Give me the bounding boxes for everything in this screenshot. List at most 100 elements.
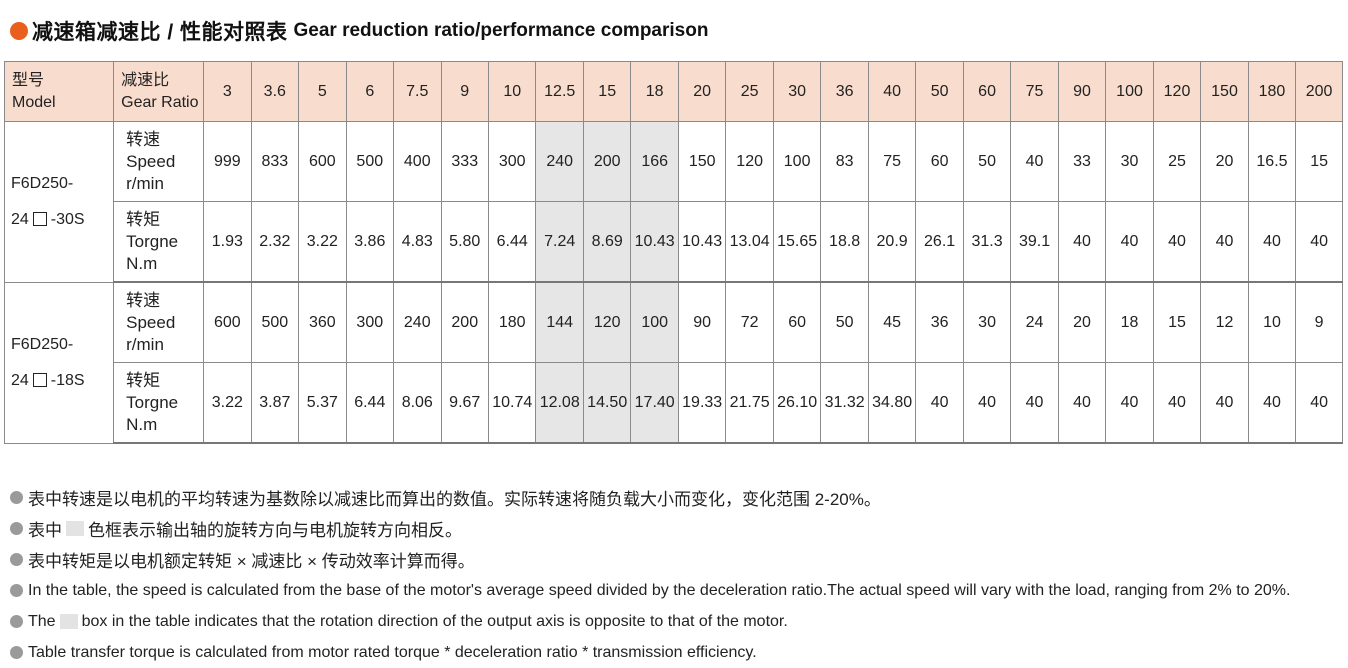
value-cell: 40 (1010, 362, 1059, 444)
value-cell: 20 (1057, 281, 1107, 363)
header-ratio-value: 200 (1295, 61, 1343, 122)
header-ratio-value: 90 (1057, 61, 1107, 122)
value-cell: 5.37 (298, 362, 347, 444)
note-zh-1: 表中转速是以电机的平均转速为基数除以减速比而算出的数值。实际转速将随负载大小而变… (10, 482, 1340, 513)
model-name-line2: 24 -18S (11, 363, 113, 399)
value-cell: 13.04 (725, 201, 774, 283)
header-model-cell: 型号 Model (3, 61, 115, 122)
value-cell: 10.43 (630, 201, 679, 283)
header-ratio-value: 5 (298, 61, 347, 122)
value-cell: 40 (1295, 201, 1343, 283)
value-cell: 33 (1057, 121, 1107, 202)
header-ratio-value: 180 (1247, 61, 1297, 122)
orange-bullet-icon (10, 22, 28, 40)
value-cell: 40 (1152, 362, 1202, 444)
value-cell: 30 (962, 281, 1012, 363)
note-zh-2: 表中 色框表示输出轴的旋转方向与电机旋转方向相反。 (10, 513, 1340, 544)
value-cell: 50 (820, 281, 869, 363)
value-cell: 150 (677, 121, 727, 202)
header-model-en: Model (12, 93, 56, 111)
value-cell: 3.22 (203, 362, 252, 444)
gray-bullet-icon (10, 553, 23, 566)
param-unit: r/min (126, 173, 164, 193)
param-param-zh: 转矩 (126, 209, 161, 229)
param-cell: 转矩 Torgne N.m (113, 362, 205, 444)
placeholder-box-icon (32, 372, 47, 387)
value-cell: 500 (345, 121, 395, 202)
value-cell: 7.24 (535, 201, 584, 283)
table-row: 转矩 Torgne N.m 1.93 2.32 3.22 3.86 4.83 5.80 6.44 7… (5, 201, 1343, 283)
value-cell: 999 (203, 121, 252, 202)
value-cell: 200 (440, 281, 489, 363)
value-cell: 60 (915, 121, 964, 202)
model-cell: F6D250- 24 -30S (3, 121, 115, 283)
value-cell: 19.33 (677, 362, 727, 444)
param-cell: 转速 Speed r/min (113, 121, 205, 202)
note-en-3: Table transfer torque is calculated from… (10, 637, 1340, 668)
value-cell: 144 (535, 281, 584, 363)
value-cell: 40 (962, 362, 1012, 444)
gray-bullet-icon (10, 522, 23, 535)
param-cell: 转速 Speed r/min (113, 281, 205, 363)
param-param-zh: 转速 (126, 129, 161, 149)
value-cell: 20 (1200, 121, 1249, 202)
value-cell: 83 (820, 121, 869, 202)
value-cell: 31.3 (962, 201, 1012, 283)
param-param-en: Speed (126, 151, 176, 171)
model-suffix: -30S (50, 210, 85, 228)
value-cell: 9 (1295, 281, 1343, 363)
header-ratio-value: 150 (1200, 61, 1249, 122)
header-ratio-cell: 减速比 Gear Ratio (113, 61, 205, 122)
value-cell: 15.65 (772, 201, 822, 283)
header-ratio-value: 12.5 (535, 61, 584, 122)
param-cell: 转矩 Torgne N.m (113, 201, 205, 283)
page-title-zh: 减速箱减速比 / 性能对照表 (32, 21, 288, 44)
value-cell: 50 (962, 121, 1012, 202)
value-cell: 100 (630, 281, 679, 363)
notes-section: 表中转速是以电机的平均转速为基数除以减速比而算出的数值。实际转速将随负载大小而变… (10, 482, 1340, 668)
model-name-line2: 24 -30S (11, 202, 113, 238)
value-cell: 120 (582, 281, 632, 363)
value-cell: 40 (1247, 201, 1297, 283)
model-name-line1: F6D250- (11, 174, 74, 192)
table-row: F6D250- 24 -30S 转速 Speed r/min 999 833 600 500 400… (3, 121, 1343, 283)
value-cell: 24 (1010, 281, 1059, 363)
value-cell: 6.44 (487, 201, 537, 283)
value-cell: 3.87 (250, 362, 300, 444)
value-cell: 8.69 (582, 201, 632, 283)
value-cell: 166 (630, 121, 679, 202)
value-cell: 180 (487, 281, 537, 363)
header-ratio-value: 100 (1105, 61, 1154, 122)
page-title: 减速箱减速比 / 性能对照表 Gear reduction ratio/perf… (10, 14, 708, 48)
value-cell: 30 (1105, 121, 1154, 202)
header-ratio-value: 15 (582, 61, 632, 122)
value-cell: 31.32 (820, 362, 869, 444)
header-ratio-value: 10 (487, 61, 537, 122)
header-ratio-value: 20 (677, 61, 727, 122)
value-cell: 5.80 (440, 201, 489, 283)
param-unit: N.m (126, 414, 158, 434)
param-param-en: Torgne (126, 392, 179, 412)
value-cell: 40 (1152, 201, 1202, 283)
param-param-en: Speed (126, 312, 176, 332)
value-cell: 1.93 (203, 201, 252, 283)
value-cell: 60 (772, 281, 822, 363)
model-suffix: -18S (50, 371, 85, 389)
value-cell: 15 (1152, 281, 1202, 363)
value-cell: 3.22 (298, 201, 347, 283)
value-cell: 40 (1200, 201, 1249, 283)
note-zh-1-text: 表中转速是以电机的平均转速为基数除以减速比而算出的数值。实际转速将随负载大小而变… (28, 490, 881, 509)
note-zh-2-after: 色框表示输出轴的旋转方向与电机旋转方向相反。 (88, 521, 462, 540)
value-cell: 9.67 (440, 362, 489, 444)
value-cell: 6.44 (345, 362, 395, 444)
note-zh-3: 表中转矩是以电机额定转矩 × 减速比 × 传动效率计算而得。 (10, 544, 1340, 575)
gray-bullet-icon (10, 491, 23, 504)
value-cell: 12 (1200, 281, 1249, 363)
value-cell: 40 (1247, 362, 1297, 444)
gray-bullet-icon (10, 615, 23, 628)
value-cell: 40 (1105, 201, 1154, 283)
note-en-1: In the table, the speed is calculated fr… (10, 575, 1340, 606)
value-cell: 120 (725, 121, 774, 202)
value-cell: 75 (867, 121, 917, 202)
value-cell: 39.1 (1010, 201, 1059, 283)
